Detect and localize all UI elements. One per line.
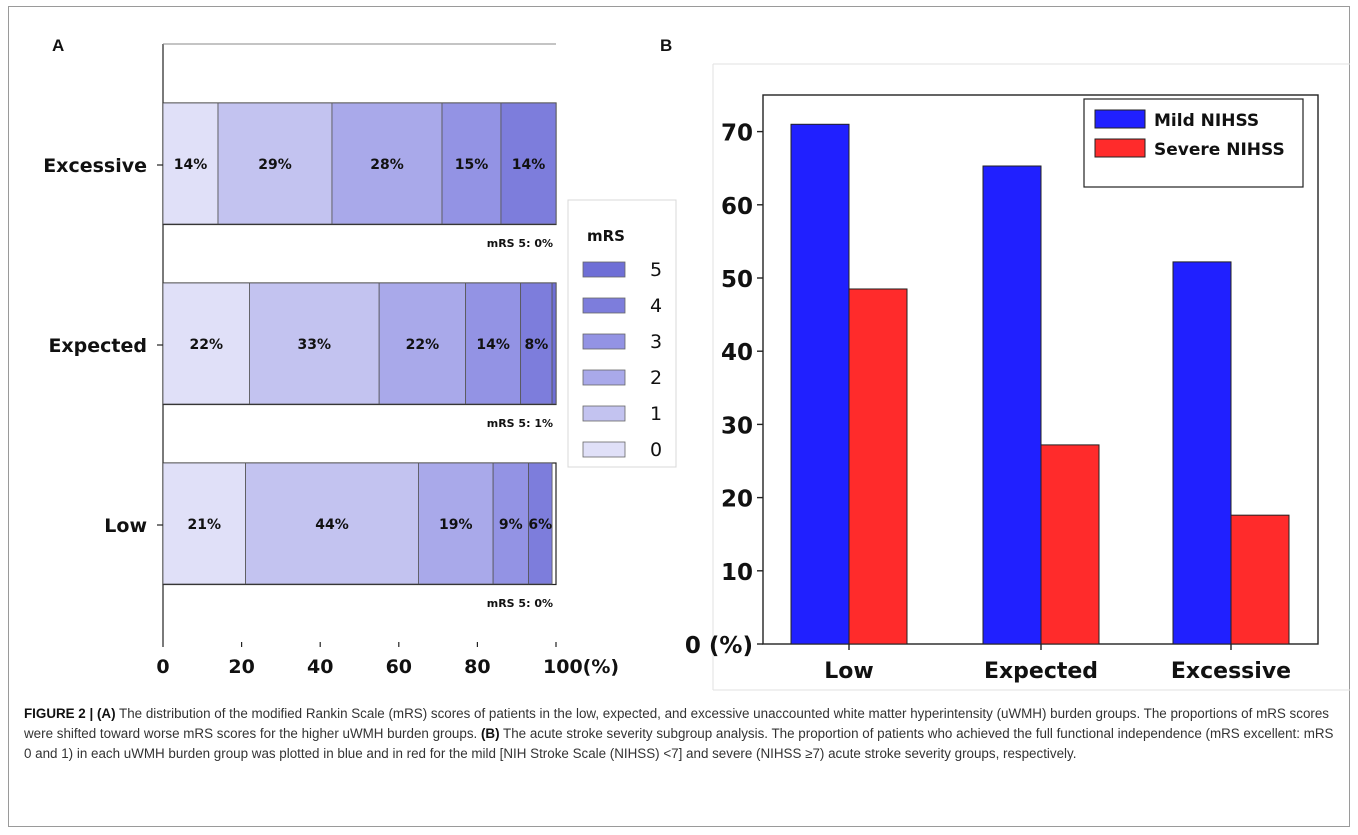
panel-b-y-tick-label: 50 (721, 267, 753, 293)
figure-caption: FIGURE 2 | (A) The distribution of the m… (24, 704, 1334, 764)
panel-a-legend-box (567, 199, 677, 468)
panel-b-bar (848, 288, 908, 645)
panel-a-legend-label: 4 (650, 295, 662, 317)
panel-b-x-tick-label: Excessive (1171, 659, 1291, 684)
panel-b-y-tick-label: 10 (721, 560, 753, 586)
panel-b-y-tick-label: 20 (721, 487, 753, 513)
figure-frame (8, 6, 1350, 827)
panel-a-bar-segment (492, 462, 529, 585)
panel-a-note: mRS 5: 0% (487, 597, 553, 610)
panel-a-legend-swatch (582, 297, 626, 314)
caption-b-tag: (B) (480, 726, 500, 741)
panel-a-segment-label: 14% (512, 157, 546, 173)
panel-a-segment-label: 21% (188, 517, 222, 533)
panel-a-x-tick-label: 80 (464, 656, 490, 678)
panel-b-bar (1172, 261, 1232, 645)
panel-b-x-tick-label: Expected (984, 659, 1098, 684)
panel-a-x-tick-label: 0 (156, 656, 169, 678)
panel-a-category-label: Low (104, 515, 147, 537)
panel-a-bar-segment (418, 462, 494, 585)
panel-a-bar-segment (245, 462, 419, 585)
panel-b-legend-swatch (1094, 138, 1146, 158)
panel-a-note: mRS 5: 0% (487, 237, 553, 250)
panel-b-bar (1040, 444, 1100, 645)
panel-a-segment-label: 14% (174, 157, 208, 173)
panel-a-letter: A (52, 36, 64, 55)
panel-a-category-label: Excessive (43, 155, 147, 177)
caption-a-tag: (A) (96, 706, 116, 721)
panel-a-segment-label: 22% (406, 337, 440, 353)
panel-a-legend-label: 5 (650, 259, 662, 281)
panel-b-bar (1230, 514, 1290, 645)
caption-b-text: The acute stroke severity subgroup analy… (24, 726, 1334, 761)
panel-a-x-tick-label: 60 (386, 656, 412, 678)
panel-a-segment-label: 44% (315, 517, 349, 533)
panel-a-x-tick-label: 40 (307, 656, 333, 678)
panel-a-legend-label: 0 (650, 439, 662, 461)
panel-b-legend-label: Mild NIHSS (1154, 111, 1259, 131)
panel-a-bar-segment (528, 462, 553, 585)
panel-a-x-tick-label: 20 (228, 656, 254, 678)
panel-b-letter: B (660, 36, 672, 55)
panel-a-bar-segment (249, 282, 380, 405)
panel-a-legend-title: mRS (587, 227, 625, 245)
panel-a-segment-label: 19% (439, 517, 473, 533)
panel-a-legend-swatch (582, 261, 626, 278)
panel-b-legend: Mild NIHSS Severe NIHSS (1083, 98, 1304, 188)
panel-a-bar-segment (162, 102, 219, 225)
caption-figure-label: FIGURE 2 | (24, 706, 97, 721)
panel-a-segment-label: 6% (528, 517, 552, 533)
panel-a-category-label: Expected (48, 335, 147, 357)
panel-b-y-tick-label: 0 (%) (685, 633, 753, 659)
panel-a-legend-swatch (582, 369, 626, 386)
panel-a-legend-swatch (582, 405, 626, 422)
panel-a-note: mRS 5: 1% (487, 417, 553, 430)
panel-a-legend: mRS 5 4 3 2 1 0 (567, 199, 677, 468)
panel-a-bar-segment (465, 282, 522, 405)
panel-a-segment-label: 33% (298, 337, 332, 353)
panel-b-y-tick-label: 70 (721, 121, 753, 147)
panel-a-segment-label: 8% (524, 337, 548, 353)
panel-b-y-tick-label: 30 (721, 413, 753, 439)
panel-a-bar-segment (500, 102, 557, 225)
panel-a-bar-segment (441, 102, 502, 225)
panel-b-legend-label: Severe NIHSS (1154, 140, 1285, 160)
panel-a-legend-swatch (582, 333, 626, 350)
panel-a-segment-label: 29% (258, 157, 292, 173)
panel-a-segment-label: 14% (476, 337, 510, 353)
caption-a-text: The distribution of the modified Rankin … (24, 706, 1329, 741)
panel-b-bar (982, 165, 1042, 645)
panel-a-segment-label: 15% (455, 157, 489, 173)
panel-a-legend-label: 1 (650, 403, 662, 425)
panel-a-legend-label: 3 (650, 331, 662, 353)
panel-a-bar-segment (331, 102, 443, 225)
panel-b-bar (790, 123, 850, 645)
panel-a-bar-segment (162, 282, 250, 405)
panel-b-grouped-bar-chart: 0 (%) 10 20 30 40 50 60 70 Low Expected Excessive (685, 63, 1350, 691)
panel-b-y-tick-label: 40 (721, 340, 753, 366)
panel-a-bar-segment (378, 282, 467, 405)
panel-a-legend-label: 2 (650, 367, 662, 389)
panel-b-y-tick-label: 60 (721, 194, 753, 220)
panel-b-x-tick-label: Low (824, 659, 873, 684)
panel-a-stacked-bar-chart: 14% 29% 28% 15% 14% Excessive mRS 5: 0% 22% 33% 2… (43, 43, 619, 678)
panel-a-segment-label: 28% (370, 157, 404, 173)
panel-a-segment-label: 9% (499, 517, 523, 533)
panel-a-segment-label: 22% (189, 337, 223, 353)
panel-a-bar-segment (551, 282, 557, 405)
panel-b-legend-swatch (1094, 109, 1146, 129)
panel-a-x-tick-label: 100(%) (543, 656, 619, 678)
panel-a-legend-swatch (582, 441, 626, 458)
